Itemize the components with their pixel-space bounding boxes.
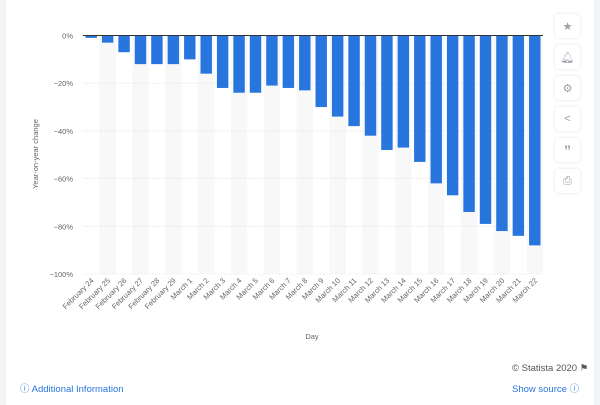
favorite-button[interactable]: ★ — [555, 14, 580, 38]
bar[interactable] — [463, 35, 475, 212]
y-tick-label: −60% — [54, 175, 74, 184]
bar[interactable] — [529, 35, 541, 246]
copyright: © Statista 2020 ⚑ — [512, 363, 588, 374]
bar[interactable] — [266, 35, 278, 86]
bar[interactable] — [151, 35, 163, 65]
cite-button[interactable]: ” — [555, 138, 580, 162]
bar[interactable] — [414, 35, 426, 162]
x-axis-label: Day — [305, 332, 319, 341]
y-axis-label: Year-on-year change — [31, 119, 40, 189]
y-tick-label: −100% — [49, 270, 73, 279]
band — [230, 35, 248, 274]
bar[interactable] — [397, 35, 410, 148]
show-source-text: Show source — [512, 384, 567, 395]
bar[interactable] — [299, 35, 311, 91]
bar[interactable] — [315, 35, 327, 108]
bar[interactable] — [282, 35, 295, 88]
band — [263, 35, 281, 274]
info-icon: ⓘ — [569, 384, 580, 395]
bar[interactable] — [364, 35, 377, 136]
bar[interactable] — [85, 35, 97, 38]
bar[interactable] — [331, 35, 344, 117]
flag-icon: ⚑ — [579, 363, 589, 374]
print-icon: ⎙ — [563, 174, 572, 187]
bar[interactable] — [446, 35, 459, 196]
bar[interactable] — [216, 35, 229, 88]
bar[interactable] — [348, 35, 360, 127]
quote-icon: ” — [564, 142, 571, 158]
bar[interactable] — [233, 35, 245, 93]
share-button[interactable]: < — [555, 107, 580, 131]
bar[interactable] — [249, 35, 262, 93]
info-icon: ⓘ — [20, 384, 30, 395]
additional-info-text: Additional Information — [31, 384, 124, 395]
bar[interactable] — [184, 35, 196, 60]
y-tick-label: −80% — [54, 222, 74, 231]
bar[interactable] — [496, 35, 508, 232]
bar[interactable] — [479, 35, 492, 224]
y-tick-label: 0% — [62, 32, 73, 41]
band — [198, 35, 215, 274]
print-button[interactable]: ⎙ — [555, 169, 580, 193]
show-source-link[interactable]: Show source ⓘ — [512, 381, 579, 395]
bar[interactable] — [118, 35, 130, 53]
y-tick-label: −20% — [54, 79, 74, 88]
bar[interactable] — [101, 35, 114, 43]
bar[interactable] — [200, 35, 212, 74]
bar[interactable] — [430, 35, 442, 184]
notification-button[interactable]: 🔔︎ — [555, 45, 580, 69]
band — [165, 35, 182, 274]
copyright-text: © Statista 2020 — [512, 363, 578, 374]
gear-icon: ⚙ — [562, 82, 573, 95]
bar[interactable] — [167, 35, 180, 65]
bar[interactable] — [134, 35, 147, 65]
additional-info-link[interactable]: ⓘ Additional Information — [20, 381, 124, 395]
band — [296, 35, 313, 274]
bar[interactable] — [381, 35, 393, 150]
bar[interactable] — [512, 35, 525, 236]
star-icon: ★ — [562, 20, 573, 33]
share-icon: < — [564, 113, 571, 125]
bell-icon: 🔔︎ — [560, 51, 575, 64]
settings-button[interactable]: ⚙ — [555, 76, 580, 100]
band — [99, 35, 116, 274]
band — [132, 35, 149, 274]
y-tick-label: −40% — [54, 127, 74, 136]
